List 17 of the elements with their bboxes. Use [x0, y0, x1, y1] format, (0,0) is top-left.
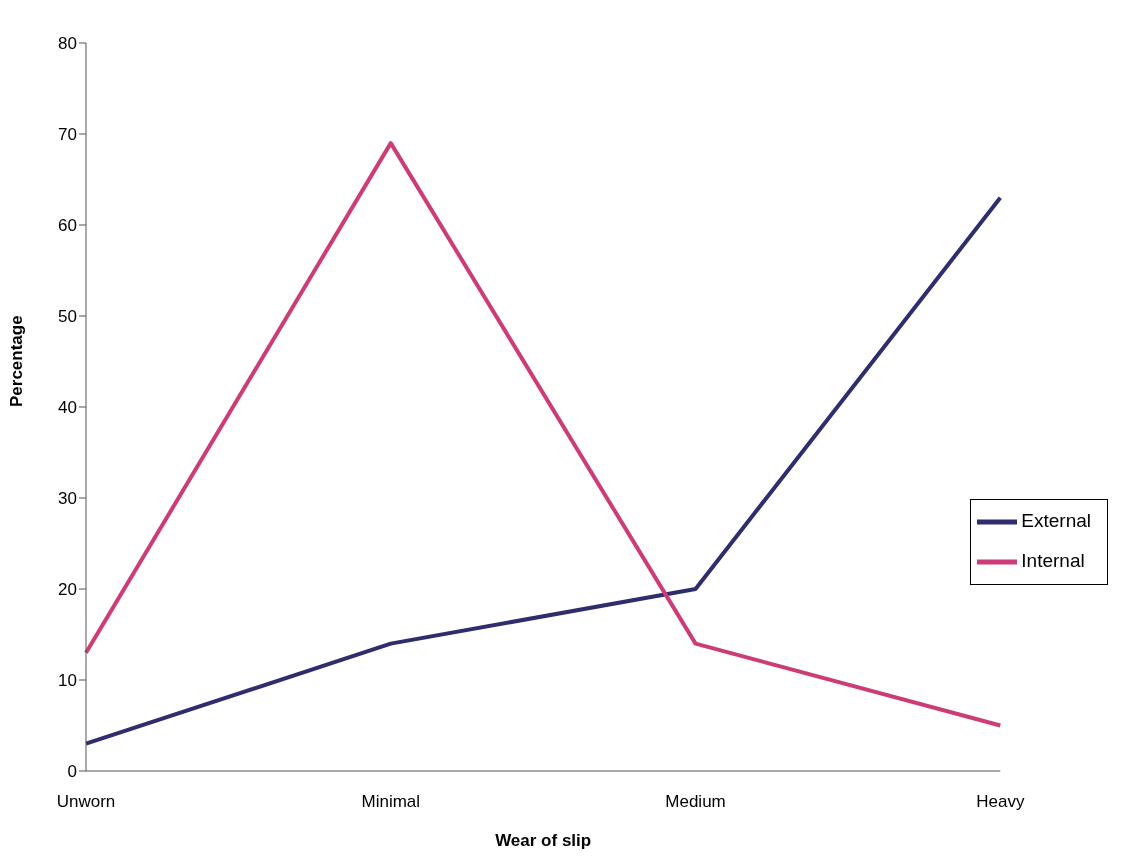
x-tick-label: Unworn	[56, 792, 116, 812]
y-axis-title: Percentage	[7, 315, 27, 407]
y-tick-label: 80	[58, 34, 77, 54]
y-tick-label: 70	[58, 125, 77, 145]
x-tick-label: Heavy	[976, 792, 1025, 812]
legend-label: External	[1021, 510, 1091, 532]
x-tick-label: Minimal	[361, 792, 421, 812]
y-tick-label: 20	[58, 580, 77, 600]
y-tick-label: 10	[58, 671, 77, 691]
y-tick-label: 60	[58, 216, 77, 236]
x-tick-label: Medium	[665, 792, 726, 812]
legend-label: Internal	[1021, 550, 1085, 572]
y-tick-label: 30	[58, 489, 77, 509]
y-tick-label: 40	[58, 398, 77, 418]
y-tick-label: 50	[58, 307, 77, 327]
x-axis-title: Wear of slip	[495, 831, 592, 850]
y-tick-label: 0	[67, 762, 77, 782]
